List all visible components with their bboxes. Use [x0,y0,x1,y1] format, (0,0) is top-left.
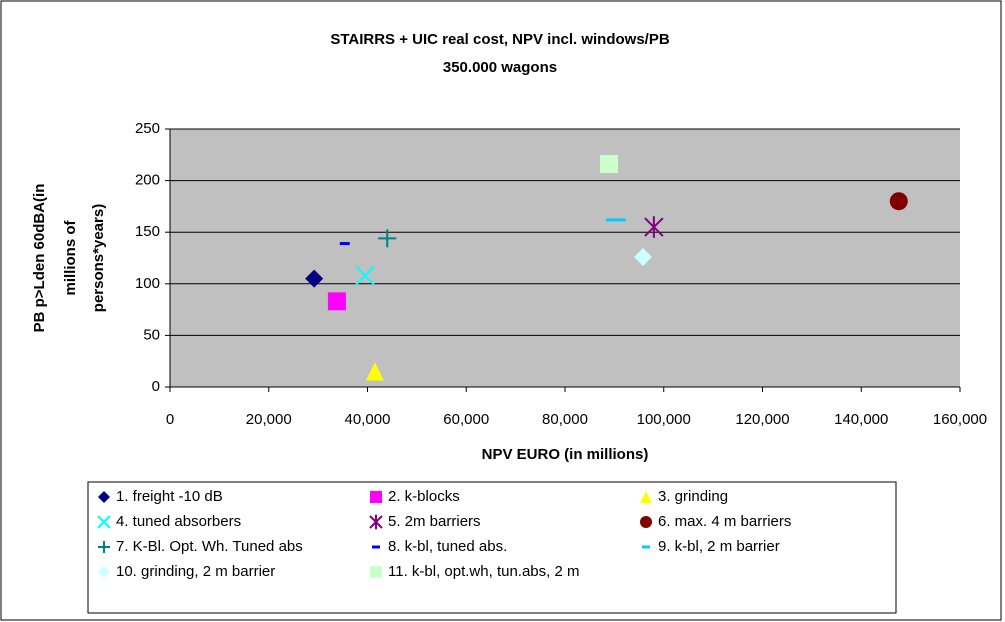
point [378,229,397,248]
x-tick-label: 60,000 [443,411,489,428]
point [327,292,346,311]
legend-marker [97,515,111,529]
legend-marker [370,491,382,503]
legend-label: 11. k-bl, opt.wh, tun.abs, 2 m [388,563,579,580]
legend-label: 2. k-blocks [388,488,460,505]
chart-title: STAIRRS + UIC real cost, NPV incl. windo… [330,31,670,48]
chart-title: 350.000 wagons [443,59,557,76]
y-tick-label: 250 [135,120,160,137]
legend-label: 7. K-Bl. Opt. Wh. Tuned abs [116,538,303,555]
x-tick-label: 40,000 [345,411,391,428]
x-tick-label: 140,000 [834,411,888,428]
x-tick-label: 100,000 [637,411,691,428]
legend-marker [640,491,652,503]
legend-label: 6. max. 4 m barriers [658,513,791,530]
y-tick-label: 0 [152,378,160,395]
point [599,155,618,174]
y-tick-label: 100 [135,275,160,292]
legend-box [87,481,897,614]
y-axis-label: persons*years) [90,204,107,312]
legend-marker [98,566,110,578]
x-tick-label: 20,000 [246,411,292,428]
x-tick-label: 0 [166,411,174,428]
x-tick-label: 120,000 [735,411,789,428]
legend-label: 1. freight -10 dB [116,488,223,505]
y-tick-label: 150 [135,223,160,240]
x-axis-label: NPV EURO (in millions) [482,446,649,463]
point [365,362,384,381]
x-tick-label: 160,000 [933,411,987,428]
legend-marker [369,514,383,530]
legend-marker [98,541,110,553]
point [305,269,324,288]
legend-label: 4. tuned absorbers [116,513,241,530]
y-axis-label: PB p>Lden 60dBA(in [31,184,48,333]
legend-marker [370,566,382,578]
y-tick-label: 50 [143,326,160,343]
legend-label: 8. k-bl, tuned abs. [388,538,507,555]
point [634,247,653,266]
y-tick-label: 200 [135,172,160,189]
plot-area [170,129,960,387]
legend-marker [640,516,652,528]
legend-label: 9. k-bl, 2 m barrier [658,538,780,555]
legend-label: 5. 2m barriers [388,513,481,530]
point [355,265,375,286]
point [644,216,664,238]
legend-label: 10. grinding, 2 m barrier [116,563,275,580]
point [889,192,908,211]
y-axis-label: millions of [62,219,79,295]
x-tick-label: 80,000 [542,411,588,428]
legend-marker [98,491,110,503]
legend-label: 3. grinding [658,488,728,505]
